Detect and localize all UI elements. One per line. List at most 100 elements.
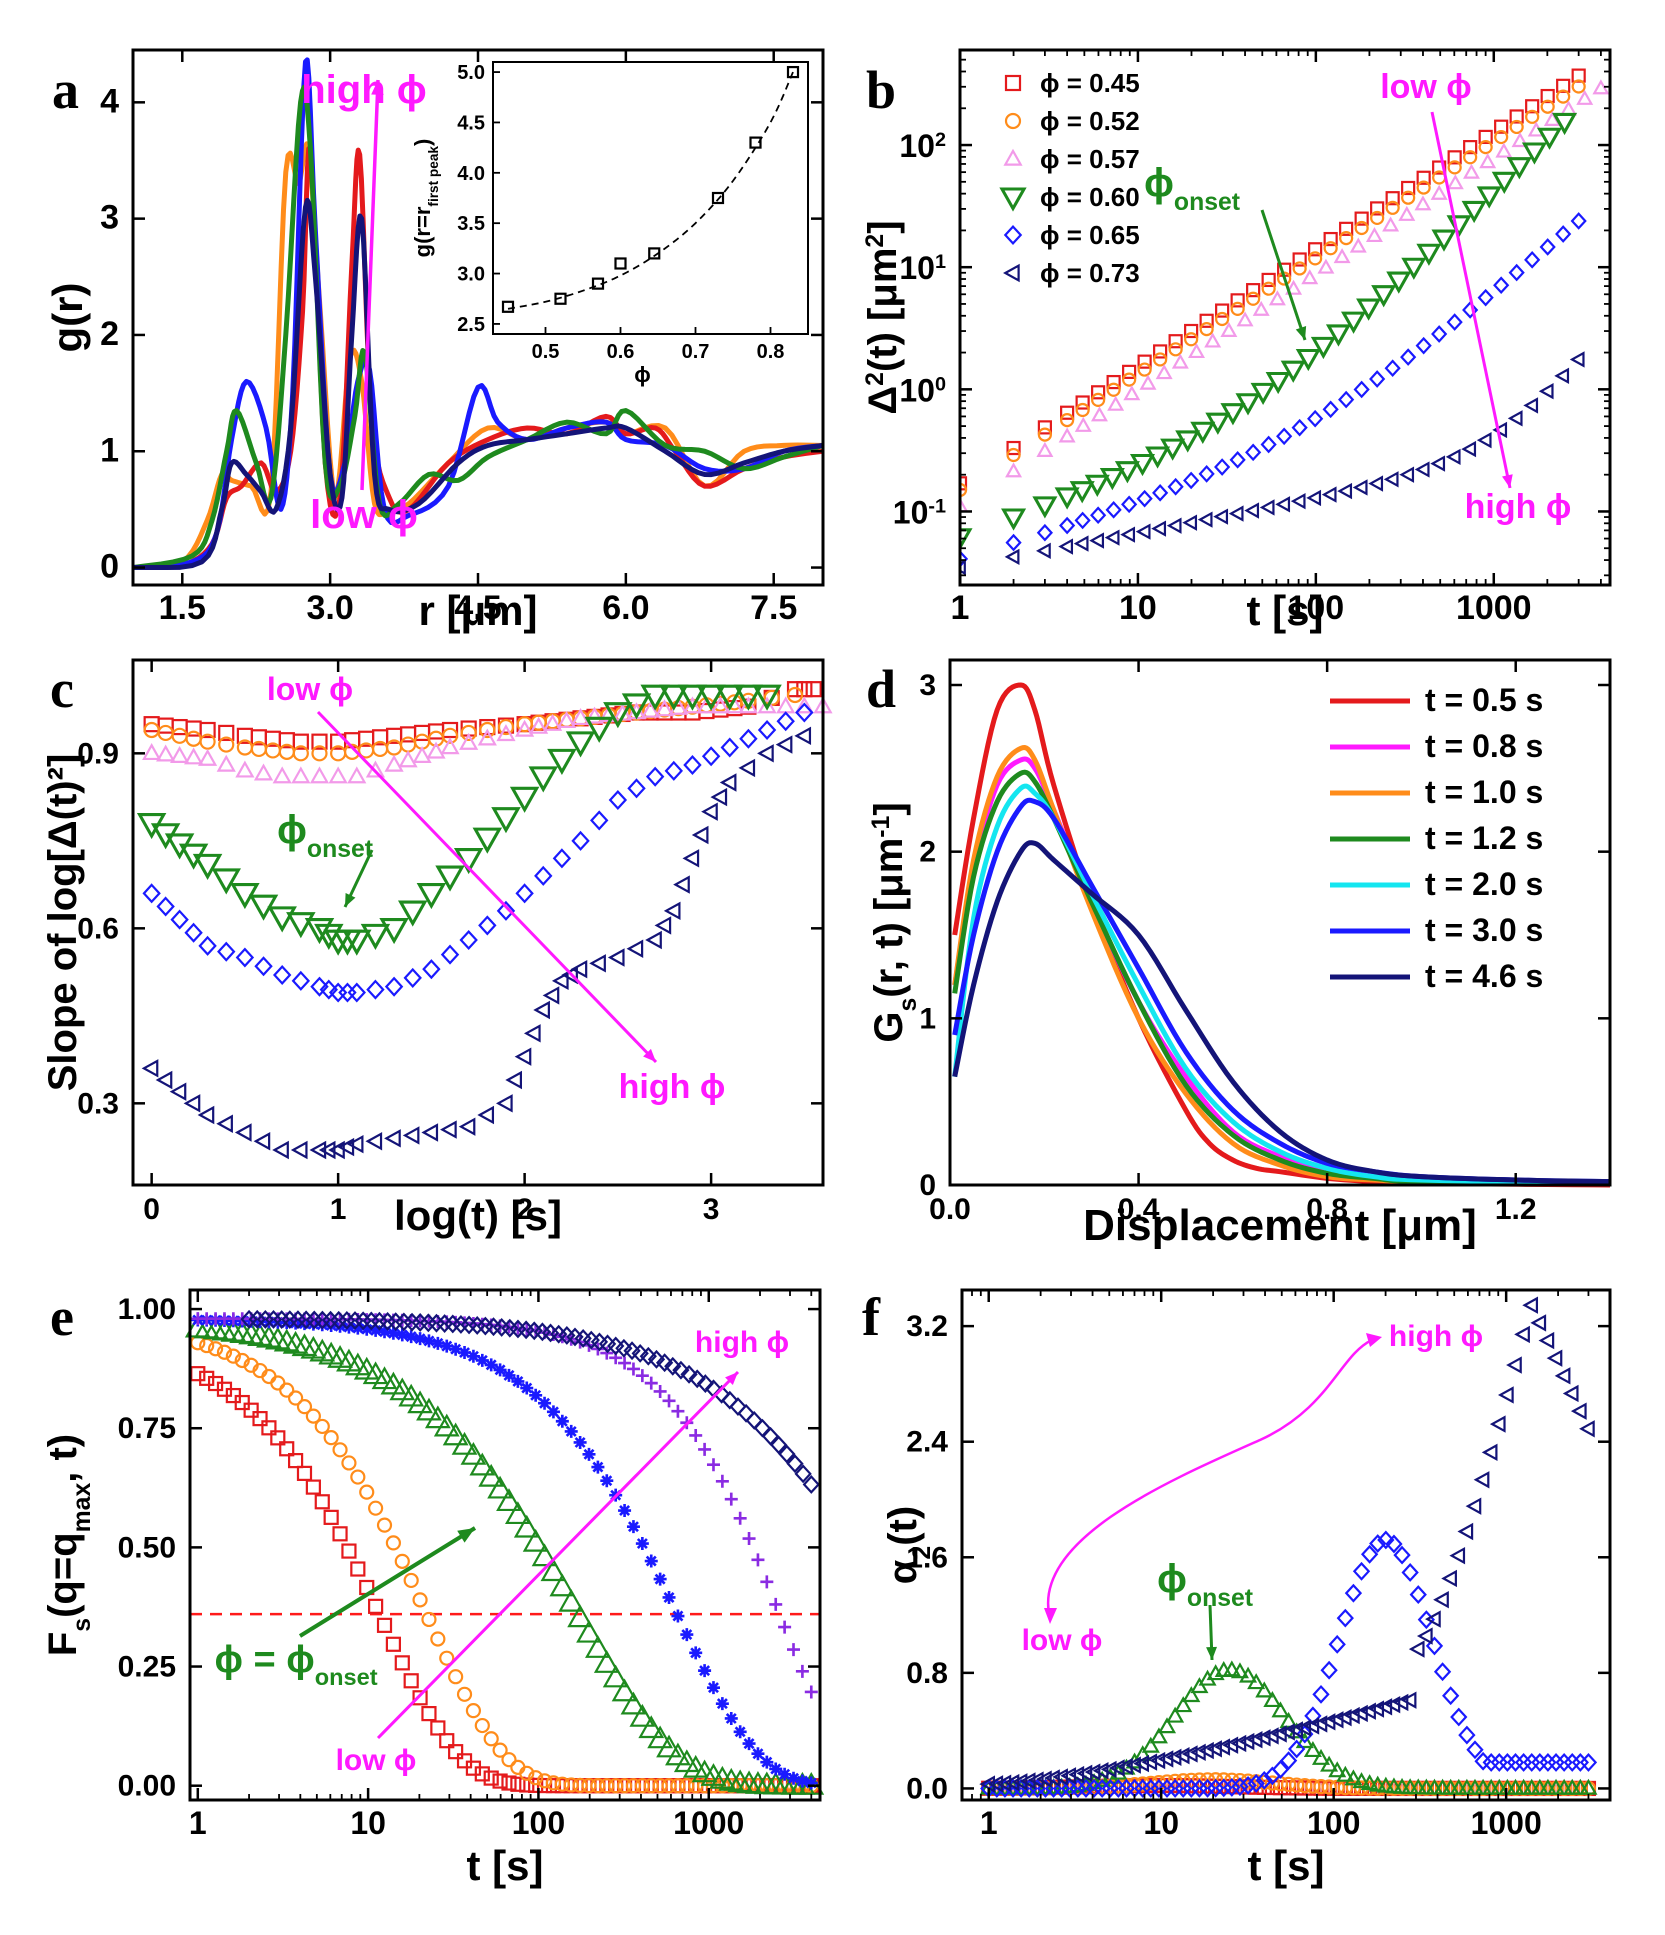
data-point-ϕ = 0.52: [376, 1517, 393, 1533]
data-point-ϕ = 0.60: [389, 1377, 416, 1401]
data-point-ϕ = 0.73: [1506, 1356, 1522, 1374]
x-tick-label: 2: [516, 1193, 533, 1226]
data-point-ϕ = 0.60: [1552, 112, 1578, 136]
plot-frame: [958, 48, 1612, 587]
data-point-ϕ = 0.65: [440, 944, 460, 965]
y-tick-label: 1: [100, 431, 119, 469]
panel-label-e: e: [50, 1287, 74, 1347]
data-point-ϕ = 0.60: [1371, 285, 1397, 308]
data-point-ϕ = 0.73: [384, 1129, 401, 1148]
data-point-ϕ = 0.60: [1141, 1736, 1160, 1753]
data-point-ϕ = 0.65: [366, 979, 385, 1000]
y-tick-label: 4: [100, 82, 119, 120]
data-point-ϕ = 0.52: [1370, 210, 1385, 226]
data-point-ϕ = 0.73: [757, 744, 774, 763]
data-point-ϕ = 0.70: [600, 1346, 614, 1360]
data-point-ϕ = 0.70: [644, 1376, 658, 1390]
data-point-ϕ = 0.52: [350, 1469, 366, 1485]
data-point-ϕ = 0.57: [253, 763, 274, 781]
data-point-ϕ = 0.60: [1303, 1741, 1322, 1758]
data-point-ϕ = 0.45: [314, 1494, 330, 1510]
data-point-ϕ = 0.45: [1292, 252, 1307, 267]
data-point-ϕ = 0.57: [216, 754, 236, 772]
data-point-ϕ = 0.52: [1321, 1779, 1337, 1795]
data-point-ϕ = 0.45: [528, 1777, 544, 1793]
data-point-ϕ = 0.52: [279, 1382, 295, 1398]
data-point-ϕ = 0.65: [1229, 451, 1246, 469]
data-point-ϕ = 0.52: [1308, 251, 1323, 266]
data-point-ϕ = 0.45: [323, 1509, 339, 1525]
data-point-ϕ = 0.73: [1445, 448, 1461, 466]
data-point-ϕ = 0.65: [291, 970, 311, 991]
data-point-ϕ = 0.65: [1508, 263, 1525, 282]
data-point-ϕ = 0.73: [1275, 496, 1291, 513]
data-point-ϕ = 0.65: [1231, 1777, 1249, 1797]
data-point-ϕ = 0.73: [987, 1775, 1004, 1793]
data-point-ϕ = 0.65: [1385, 1534, 1403, 1554]
data-point-ϕ = 0.52: [441, 727, 459, 744]
data-point-ϕ = 0.60: [286, 912, 316, 939]
data-point-ϕ = 0.65: [1183, 471, 1200, 490]
annotation-phi-onset: ϕonset: [1157, 1557, 1253, 1612]
data-point-ϕ = 0.60: [522, 1528, 549, 1552]
data-point-ϕ = 0.52: [1313, 1779, 1329, 1795]
data-point-ϕ = 0.65: [1384, 359, 1401, 378]
data-point-ϕ = 0.45: [341, 1543, 357, 1559]
data-point-ϕ = 0.52: [1215, 311, 1230, 327]
data-point-ϕ = 0.73: [786, 1454, 804, 1474]
panel-d: 0.0 0.4 0.8 1.2 0 1 2 3 Displacement [μm] Gs(r, t…: [867, 658, 1612, 1250]
data-point-ϕ = 0.60: [435, 865, 465, 892]
data-point-ϕ = 0.60: [1175, 430, 1201, 453]
data-point-ϕ = 0.45: [1385, 191, 1400, 206]
data-point-ϕ = 0.45: [350, 1561, 366, 1577]
data-point-ϕ = 0.60: [1416, 243, 1442, 266]
data-point-ϕ = 0.65: [1276, 427, 1293, 446]
x-tick-label: 4.5: [454, 589, 501, 627]
panel-f: 1 10 100 1000 0.0 0.8 1.6 2.4 3.2 t [s] α2(t) high …: [881, 1288, 1612, 1889]
data-point-ϕ = 0.73: [761, 1426, 780, 1446]
data-point-ϕ = 0.65: [724, 1711, 738, 1725]
data-point-ϕ = 0.60: [647, 1725, 674, 1749]
data-point-ϕ = 0.70: [618, 1356, 632, 1370]
data-point-ϕ = 0.52: [572, 1777, 588, 1793]
inset-frame: [492, 61, 809, 335]
data-point-ϕ = 0.65: [1450, 1707, 1468, 1727]
data-point-ϕ = 0.57: [1317, 258, 1335, 274]
data-point-ϕ = 0.52: [1280, 1776, 1297, 1793]
data-point-ϕ = 0.52: [1191, 1772, 1208, 1788]
annotation-high-phi: high ϕ: [619, 1068, 726, 1106]
data-point-ϕ = 0.57: [440, 737, 460, 755]
data-point-ϕ = 0.57: [170, 745, 190, 763]
data-point-ϕ = 0.45: [199, 1370, 215, 1386]
data-point-ϕ = 0.52: [292, 745, 309, 762]
data-point-ϕ = 0.73: [719, 773, 737, 792]
data-point-ϕ = 0.57: [1107, 395, 1125, 411]
y-tick-label: 2: [100, 315, 119, 353]
data-point-ϕ = 0.57: [757, 696, 777, 714]
data-point-ϕ = 0.57: [515, 719, 535, 737]
data-point-ϕ = 0.65: [720, 737, 739, 758]
data-point-ϕ = 0.65: [1353, 380, 1370, 399]
data-point-ϕ = 0.57: [142, 743, 162, 761]
y-tick-label: 1: [919, 1002, 936, 1035]
data-point-ϕ = 0.65: [198, 935, 217, 956]
data-point-ϕ = 0.73: [1166, 517, 1182, 534]
data-point-ϕ = 0.60: [576, 1619, 602, 1643]
data-point-ϕ = 0.65: [653, 1572, 667, 1586]
data-point-ϕ = 0.45: [805, 681, 822, 698]
data-point-ϕ = 0.65: [1524, 250, 1541, 269]
data-point-ϕ = 0.52: [234, 1352, 250, 1369]
data-point-ϕ = 0.57: [682, 696, 703, 714]
data-point-ϕ = 0.60: [1461, 200, 1487, 224]
data-point-ϕ = 0.57: [570, 708, 591, 726]
data-point-ϕ = 0.73: [141, 1059, 159, 1078]
data-point-ϕ = 0.60: [603, 702, 633, 729]
data-point-ϕ = 0.52: [528, 1770, 544, 1786]
data-point-ϕ = 0.65: [1059, 516, 1076, 535]
x-tick-label: 7.5: [750, 589, 797, 627]
data-point-ϕ = 0.65: [1260, 435, 1277, 454]
data-point-ϕ = 0.60: [549, 1573, 576, 1597]
data-point-ϕ = 0.52: [359, 1484, 375, 1500]
data-point-ϕ = 0.57: [1285, 279, 1303, 295]
data-point-ϕ = 0.45: [332, 1526, 348, 1542]
